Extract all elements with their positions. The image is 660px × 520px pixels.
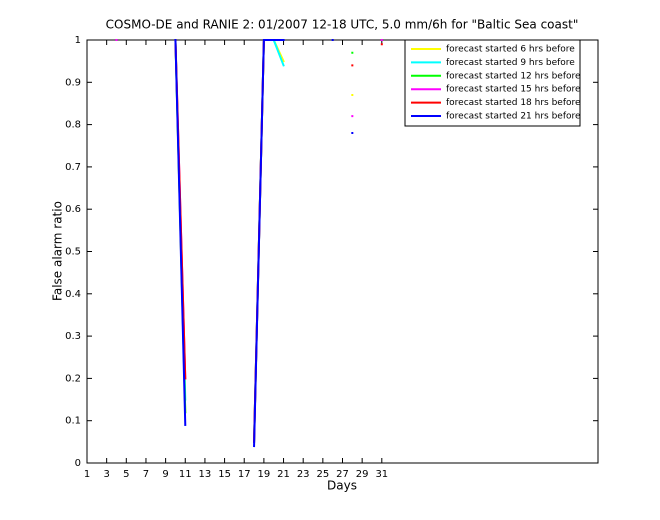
chart-title: COSMO-DE and RANIE 2: 01/2007 12-18 UTC,…	[106, 18, 579, 32]
x-tick-label: 21	[277, 469, 290, 480]
x-tick-label: 5	[123, 469, 129, 480]
y-tick-label: 0.7	[65, 162, 81, 173]
legend-label: forecast started 12 hrs before	[446, 71, 581, 81]
x-tick-label: 17	[238, 469, 251, 480]
x-axis-label: Days	[327, 479, 357, 493]
series-line	[174, 38, 354, 448]
y-axis-label: False alarm ratio	[51, 201, 65, 301]
x-tick-label: 13	[199, 469, 212, 480]
legend: forecast started 6 hrs before forecast st…	[404, 39, 581, 127]
x-tick-label: 25	[316, 469, 329, 480]
legend-label: forecast started 21 hrs before	[446, 112, 581, 122]
x-tick-label: 1	[84, 469, 90, 480]
x-tick-label: 9	[162, 469, 168, 480]
legend-box	[404, 39, 581, 127]
x-tick-label: 23	[297, 469, 310, 480]
y-tick-label: 1	[75, 35, 81, 46]
y-tick-label: 0.8	[65, 120, 81, 131]
legend-label: forecast started 9 hrs before	[446, 58, 575, 68]
x-tick-label: 11	[179, 469, 192, 480]
legend-label: forecast started 18 hrs before	[446, 98, 581, 108]
y-tick-label: 0.4	[65, 289, 81, 300]
x-tick-label: 3	[103, 469, 109, 480]
x-tick-label: 29	[356, 469, 369, 480]
y-tick-label: 0.6	[65, 204, 81, 215]
legend-label: forecast started 6 hrs before	[446, 45, 575, 55]
x-tick-label: 7	[143, 469, 149, 480]
y-tick-label: 0.2	[65, 373, 81, 384]
y-tick-label: 0.5	[65, 247, 81, 258]
legend-label: forecast started 15 hrs before	[446, 85, 581, 95]
x-tick-label: 19	[258, 469, 271, 480]
y-tick-label: 0.1	[65, 416, 81, 427]
y-tick-label: 0.3	[65, 331, 81, 342]
x-tick-label: 27	[336, 469, 349, 480]
x-tick-label: 15	[218, 469, 231, 480]
x-tick-label: 31	[375, 469, 388, 480]
y-tick-label: 0	[75, 458, 81, 469]
y-tick-label: 0.9	[65, 77, 81, 88]
